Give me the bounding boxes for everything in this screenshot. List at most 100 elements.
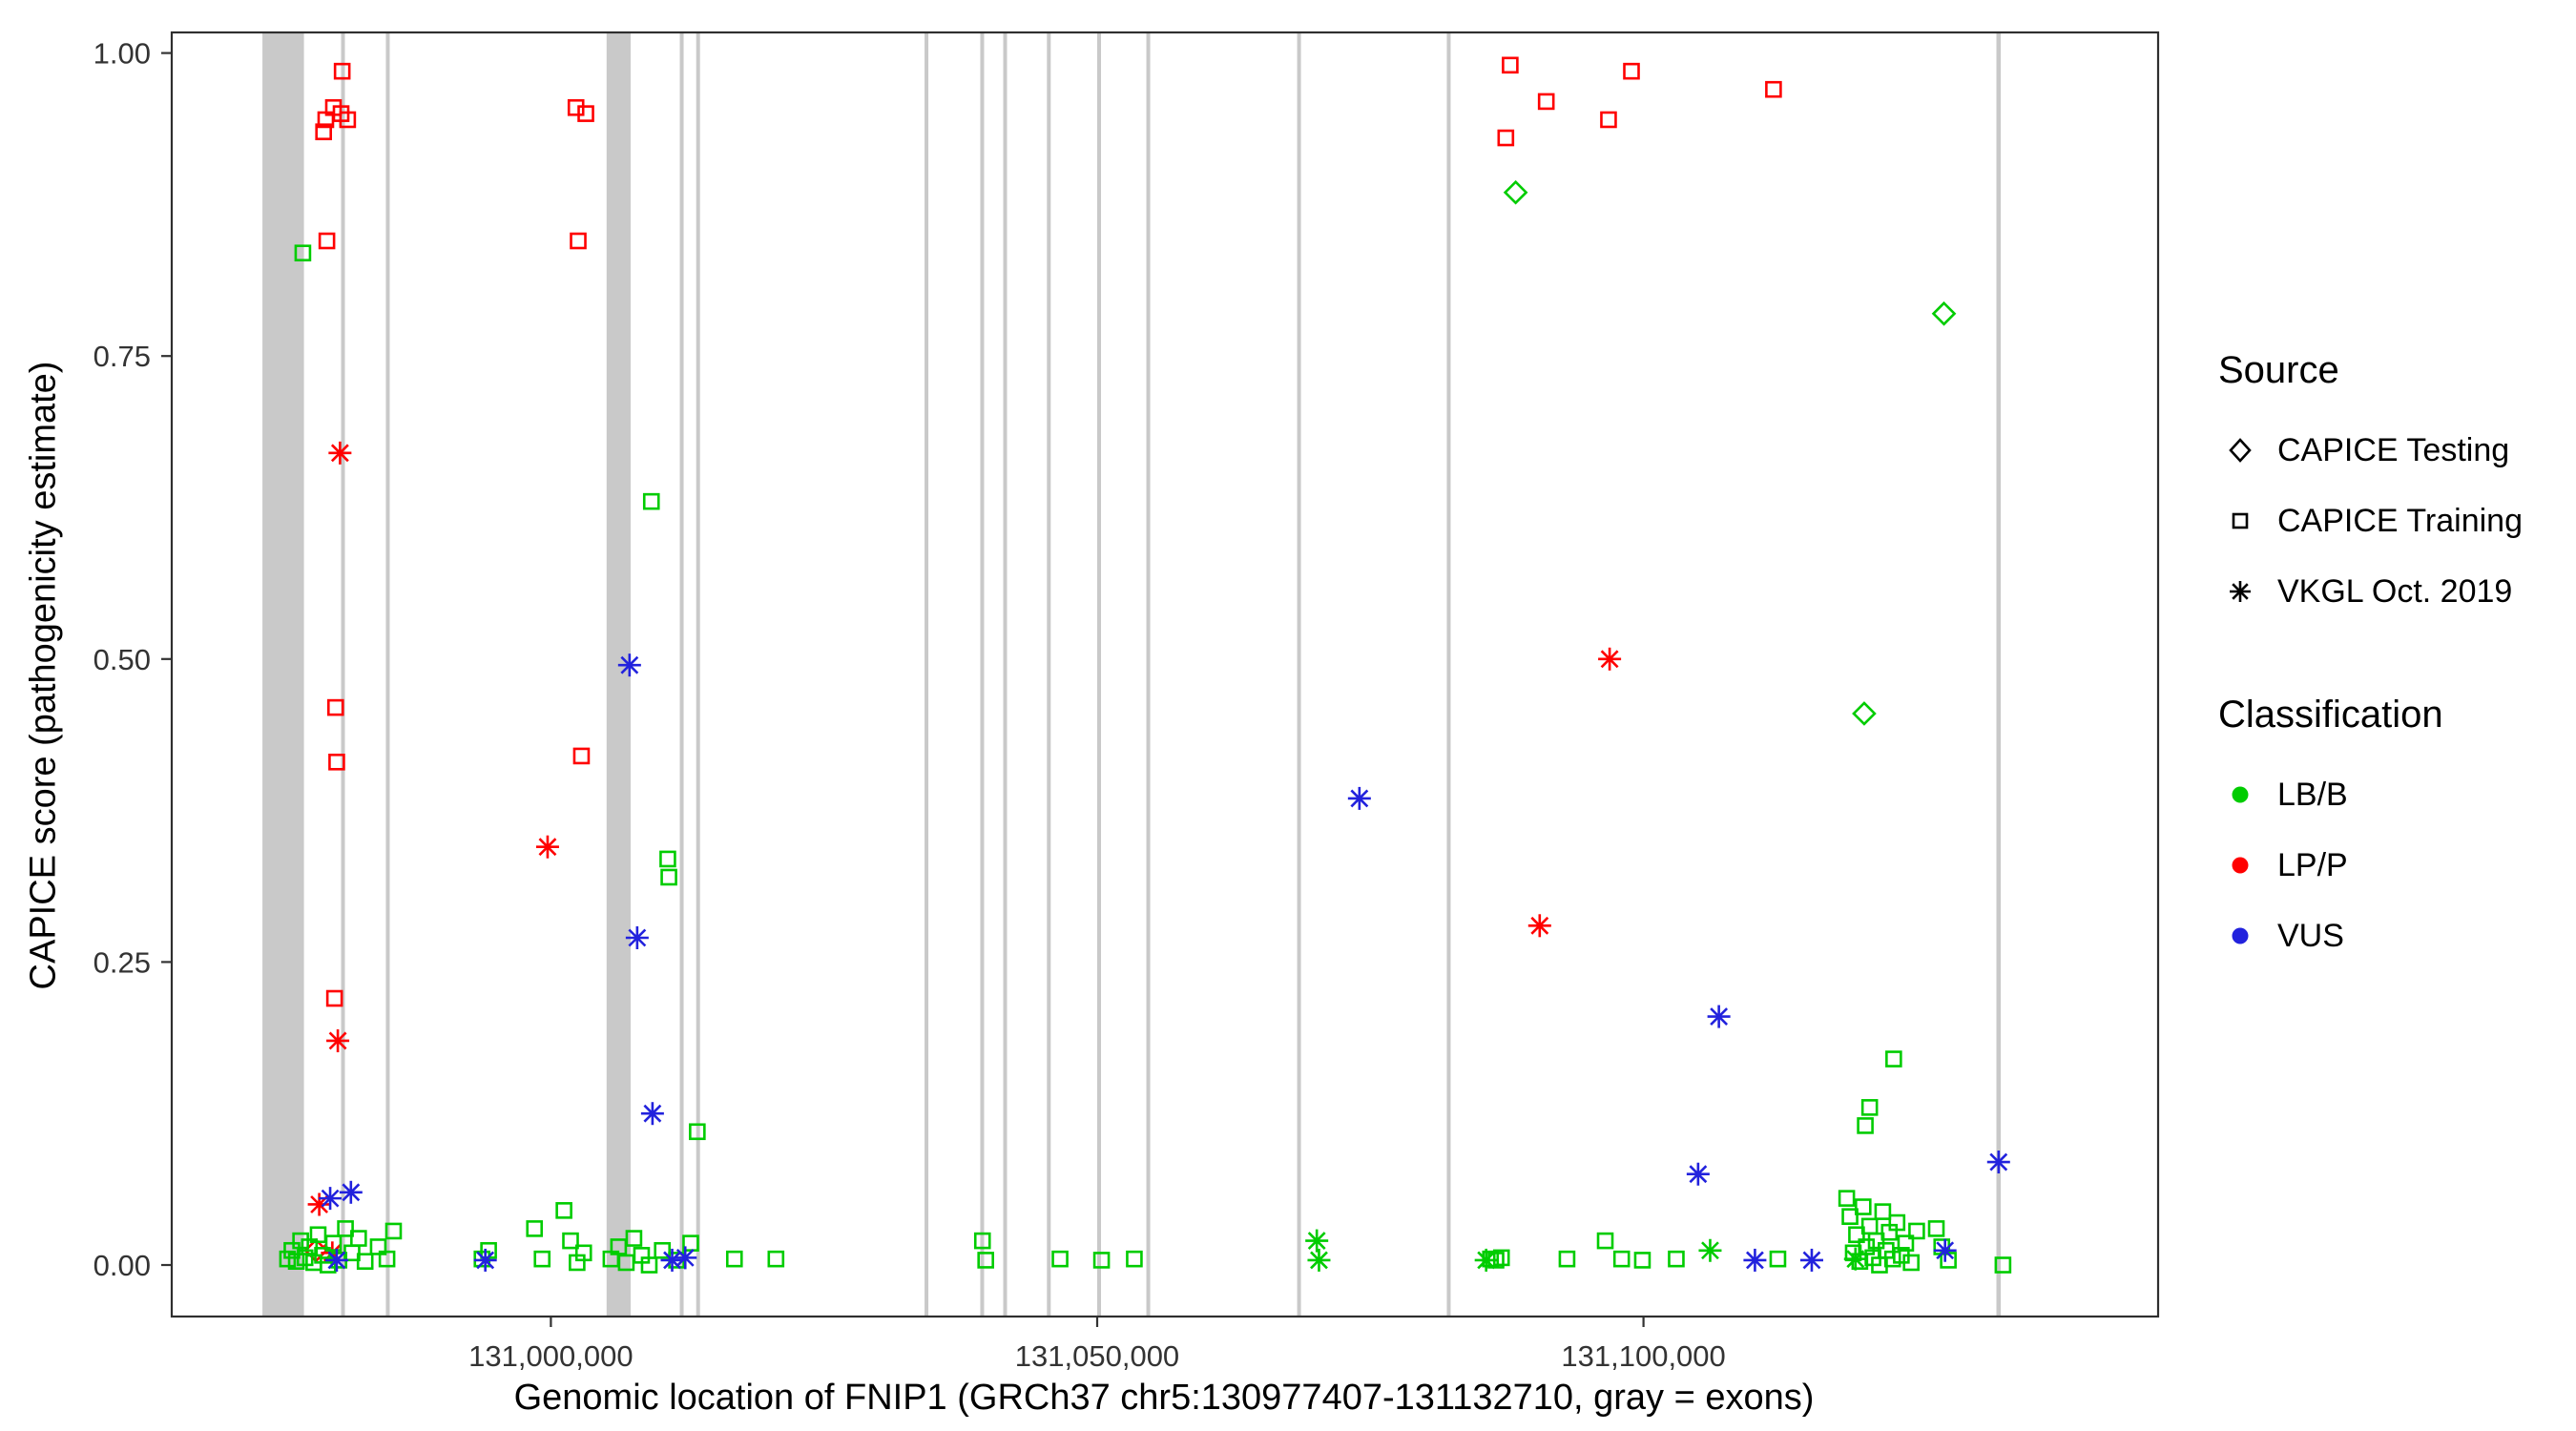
data-point-square (577, 105, 594, 122)
exon-band (1146, 32, 1151, 1317)
data-point-square (1908, 1222, 1925, 1240)
data-point-asterisk (660, 1248, 684, 1272)
data-point-asterisk (1598, 647, 1622, 671)
data-point-square (337, 1220, 354, 1237)
data-point-diamond (1931, 301, 1957, 326)
data-point-square (1623, 62, 1640, 80)
legend-item-label: CAPICE Testing (2277, 431, 2510, 468)
data-point-asterisk (1698, 1238, 1722, 1262)
data-point-asterisk (535, 835, 559, 859)
data-point-square (301, 1238, 319, 1255)
data-point-square (973, 1232, 991, 1250)
legend-item-lbb: LB/B (2218, 759, 2523, 830)
data-point-square (1126, 1250, 1143, 1268)
exon-band (1096, 32, 1101, 1317)
data-point-square (296, 1249, 314, 1267)
data-point-square (654, 1241, 672, 1259)
data-point-asterisk (339, 1180, 363, 1204)
legend-item-capice-training: CAPICE Training (2218, 486, 2523, 556)
y-tick-label: 0.75 (93, 340, 151, 373)
data-point-square (1860, 1099, 1879, 1116)
data-point-square (350, 1230, 367, 1247)
data-point-asterisk (1527, 914, 1551, 938)
data-point-square (1612, 1250, 1631, 1268)
data-point-square (315, 123, 332, 140)
data-point-square (309, 1226, 327, 1244)
data-point-square (1838, 1190, 1856, 1207)
data-point-square (326, 698, 344, 716)
data-point-asterisk (1933, 1238, 1957, 1262)
data-point-asterisk (1347, 786, 1371, 810)
data-point-square (294, 244, 312, 262)
data-point-square (1769, 1250, 1787, 1268)
data-point-square (1848, 1226, 1865, 1244)
data-point-square (317, 111, 335, 129)
data-point-asterisk (1986, 1151, 2010, 1174)
legend-item-label: LB/B (2277, 776, 2348, 813)
legend-source-title: Source (2218, 349, 2339, 391)
red-dot-icon (2218, 846, 2262, 884)
asterisk-icon (2218, 572, 2262, 611)
data-point-square (642, 492, 660, 510)
data-point-square (333, 62, 351, 80)
data-point-square (1051, 1250, 1069, 1268)
data-point-diamond (1852, 701, 1877, 726)
data-point-square (1927, 1220, 1945, 1237)
legend-item-label: VKGL Oct. 2019 (2277, 572, 2513, 610)
square-icon (2218, 502, 2262, 540)
data-point-square (287, 1253, 305, 1270)
data-point-square (574, 1244, 592, 1262)
y-tick-label: 0.00 (93, 1249, 151, 1282)
data-point-square (570, 232, 587, 250)
data-point-square (384, 1222, 403, 1240)
data-point-square (1537, 93, 1555, 111)
data-point-square (378, 1250, 396, 1268)
green-dot-icon (2218, 776, 2262, 814)
exon-band (1047, 32, 1051, 1317)
data-point-square (1867, 1232, 1885, 1250)
y-tick-label: 0.25 (93, 945, 151, 979)
data-point-square (325, 989, 343, 1007)
data-point-square (1492, 1249, 1510, 1267)
data-point-square (369, 1238, 387, 1255)
exon-band (1996, 32, 2002, 1317)
data-point-square (682, 1234, 699, 1252)
legend-classification-title: Classification (2218, 694, 2443, 736)
data-point-square (1902, 1254, 1920, 1272)
data-point-square (1994, 1256, 2012, 1274)
legend-item-vkgl: VKGL Oct. 2019 (2218, 556, 2523, 627)
exon-band (341, 32, 345, 1317)
data-point-square (555, 1202, 572, 1219)
data-point-asterisk (1686, 1162, 1710, 1186)
data-point-asterisk (328, 441, 352, 465)
data-point-asterisk (617, 653, 641, 677)
diamond-icon (2218, 431, 2262, 469)
exon-band (385, 32, 390, 1317)
data-point-asterisk (473, 1248, 497, 1272)
data-point-square (725, 1250, 743, 1268)
legend-item-label: CAPICE Training (2277, 502, 2523, 539)
data-point-diamond (1503, 179, 1528, 205)
data-point-square (533, 1250, 551, 1268)
data-point-square (1600, 111, 1617, 129)
data-point-square (660, 868, 677, 886)
exon-band (924, 32, 929, 1317)
data-point-asterisk (319, 1187, 343, 1211)
data-point-asterisk (1307, 1248, 1331, 1272)
exon-band (1446, 32, 1451, 1317)
plot-panel-border (170, 31, 2160, 1318)
legend-group-source: Source CAPICE Testing CAPICE Training (2218, 349, 2523, 627)
data-point-square (1596, 1232, 1614, 1250)
exon-band (1297, 32, 1301, 1317)
legend-item-label: LP/P (2277, 846, 2348, 883)
x-tick-label: 131,100,000 (1561, 1339, 1725, 1373)
data-point-square (319, 1256, 337, 1274)
exon-band (679, 32, 684, 1317)
data-point-square (562, 1232, 579, 1250)
legend: Source CAPICE Testing CAPICE Training (2218, 349, 2523, 971)
data-point-square (659, 850, 676, 868)
data-point-square (356, 1253, 374, 1270)
legend-item-vus: VUS (2218, 901, 2523, 971)
data-point-square (1883, 1250, 1901, 1268)
